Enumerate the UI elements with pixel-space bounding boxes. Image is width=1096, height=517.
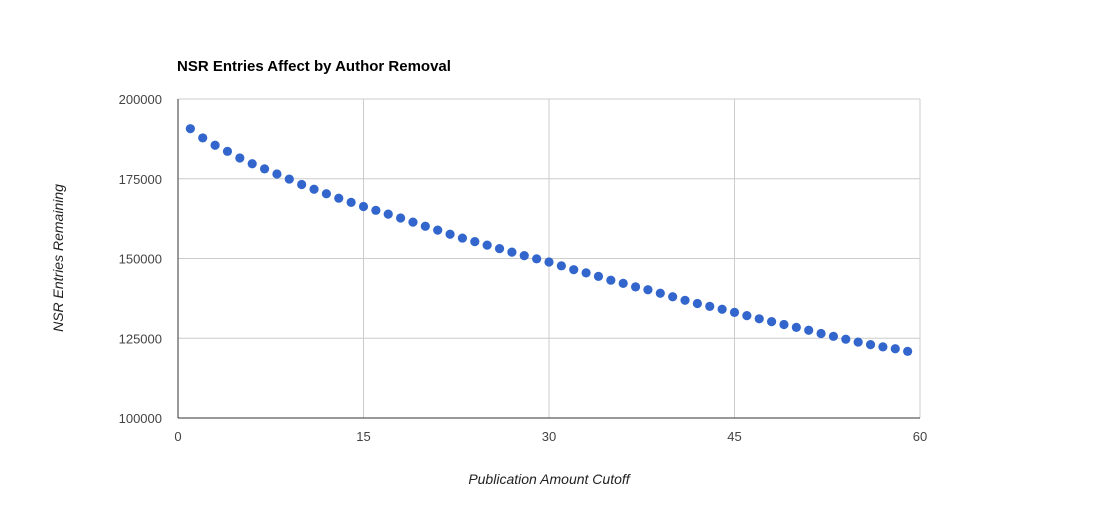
x-tick-label: 0	[174, 429, 181, 444]
axes	[177, 99, 920, 419]
data-point	[284, 174, 294, 184]
data-point	[470, 236, 480, 247]
y-axis-label: NSR Entries Remaining	[50, 184, 66, 332]
data-point	[396, 213, 406, 223]
y-tick-label: 100000	[119, 411, 162, 426]
data-point	[890, 344, 900, 354]
data-point	[507, 247, 517, 257]
data-point	[705, 301, 715, 311]
data-point	[494, 244, 505, 254]
y-tick-labels: 100000 125000 150000 175000 200000	[119, 92, 162, 426]
data-point	[371, 205, 381, 215]
data-points	[185, 124, 913, 356]
data-point	[606, 275, 616, 285]
data-point	[878, 342, 888, 352]
data-point	[717, 304, 727, 314]
data-point	[804, 325, 814, 335]
data-point	[358, 201, 369, 212]
data-point	[569, 265, 579, 275]
data-point	[779, 319, 789, 330]
data-point	[445, 229, 455, 239]
data-point	[668, 292, 678, 302]
data-point	[618, 278, 628, 288]
data-point	[791, 322, 801, 333]
x-tick-label: 15	[356, 429, 370, 444]
data-point	[185, 124, 195, 134]
x-tick-label: 45	[727, 429, 741, 444]
data-point	[692, 298, 703, 309]
data-point	[532, 254, 542, 264]
data-point	[643, 285, 653, 295]
data-point	[519, 251, 529, 261]
data-point	[742, 311, 752, 321]
y-tick-label: 150000	[119, 252, 162, 267]
data-point	[346, 197, 356, 207]
data-point	[222, 146, 233, 156]
y-tick-label: 125000	[119, 331, 162, 346]
data-point	[754, 314, 764, 324]
data-point	[828, 331, 839, 341]
data-point	[865, 340, 876, 350]
data-point	[457, 233, 468, 243]
x-tick-label: 30	[542, 429, 556, 444]
data-point	[816, 328, 826, 339]
data-point	[408, 217, 418, 227]
x-axis-label: Publication Amount Cutoff	[468, 471, 630, 487]
data-point	[420, 221, 430, 231]
data-point	[259, 164, 270, 174]
data-point	[235, 153, 245, 163]
data-point	[841, 334, 851, 344]
data-point	[198, 133, 208, 143]
data-point	[544, 257, 554, 267]
x-tick-labels: 0 15 30 45 60	[174, 429, 927, 444]
data-point	[593, 271, 604, 281]
data-point	[680, 295, 690, 305]
chart-title: NSR Entries Affect by Author Removal	[177, 58, 451, 75]
data-point	[297, 179, 307, 190]
data-point	[482, 240, 492, 250]
data-point	[853, 337, 863, 347]
data-point	[272, 169, 282, 179]
data-point	[247, 159, 257, 169]
data-point	[556, 261, 566, 271]
data-point	[767, 317, 777, 327]
data-point	[383, 209, 393, 219]
y-tick-label: 200000	[119, 92, 162, 107]
data-point	[655, 288, 665, 298]
x-tick-label: 60	[913, 429, 927, 444]
data-point	[903, 346, 913, 356]
data-point	[309, 184, 319, 194]
data-point	[210, 140, 220, 150]
data-point	[630, 282, 641, 292]
data-point	[729, 307, 740, 318]
data-point	[433, 225, 443, 235]
data-point	[581, 268, 591, 278]
data-point	[334, 193, 344, 203]
data-point	[321, 189, 331, 199]
y-tick-label: 175000	[119, 172, 162, 187]
